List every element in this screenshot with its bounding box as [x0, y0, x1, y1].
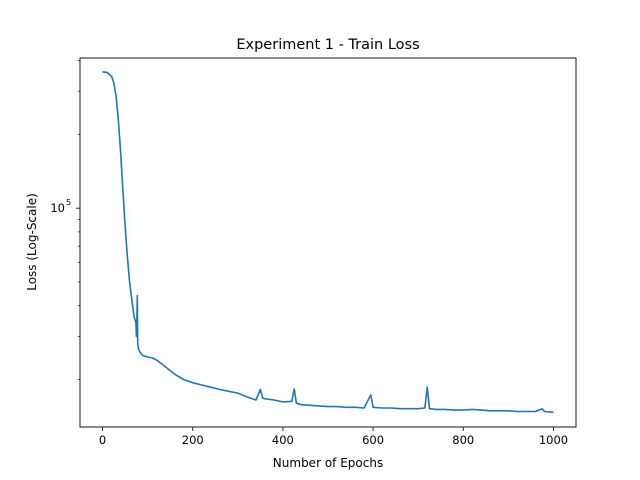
x-axis-label: Number of Epochs: [273, 456, 383, 470]
y-tick-label-base: 10: [50, 201, 65, 215]
y-tick-label-exponent: 5: [66, 198, 71, 207]
y-axis-label: Loss (Log-Scale): [25, 193, 39, 291]
x-tick-label: 0: [99, 433, 106, 447]
axes-frame: [79, 57, 577, 428]
chart-title: Experiment 1 - Train Loss: [236, 37, 419, 53]
x-tick-label: 200: [182, 433, 204, 447]
x-tick-label: 1000: [539, 433, 568, 447]
x-tick-label: 800: [452, 433, 474, 447]
loss-series-line-1: [102, 71, 554, 414]
x-tick-label: 400: [272, 433, 294, 447]
x-tick-label: 600: [362, 433, 384, 447]
